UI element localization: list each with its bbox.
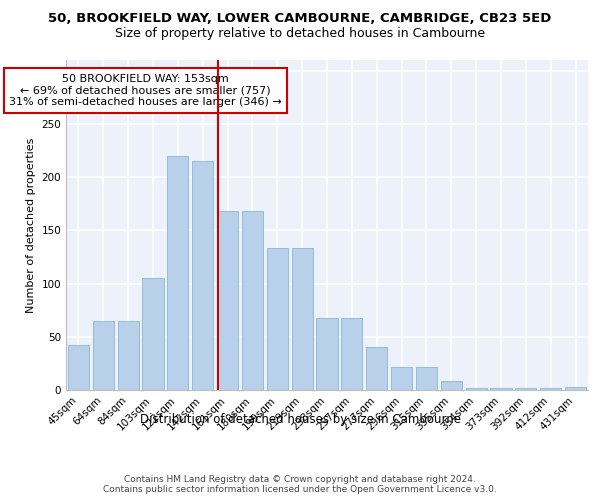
Bar <box>540 388 561 390</box>
Bar <box>142 278 164 390</box>
Bar <box>192 161 213 390</box>
Bar <box>391 366 412 390</box>
Bar <box>490 388 512 390</box>
Text: Contains HM Land Registry data © Crown copyright and database right 2024.
Contai: Contains HM Land Registry data © Crown c… <box>103 475 497 494</box>
Bar <box>267 248 288 390</box>
Bar <box>316 318 338 390</box>
Bar <box>118 321 139 390</box>
Bar <box>93 321 114 390</box>
Bar <box>416 366 437 390</box>
Bar <box>341 318 362 390</box>
Bar <box>292 248 313 390</box>
Bar <box>167 156 188 390</box>
Bar <box>68 346 89 390</box>
Bar <box>515 388 536 390</box>
Bar <box>466 388 487 390</box>
Text: 50 BROOKFIELD WAY: 153sqm
← 69% of detached houses are smaller (757)
31% of semi: 50 BROOKFIELD WAY: 153sqm ← 69% of detac… <box>9 74 282 107</box>
Y-axis label: Number of detached properties: Number of detached properties <box>26 138 36 312</box>
Bar <box>242 211 263 390</box>
Bar <box>217 211 238 390</box>
Text: Size of property relative to detached houses in Cambourne: Size of property relative to detached ho… <box>115 28 485 40</box>
Text: 50, BROOKFIELD WAY, LOWER CAMBOURNE, CAMBRIDGE, CB23 5ED: 50, BROOKFIELD WAY, LOWER CAMBOURNE, CAM… <box>49 12 551 26</box>
Bar <box>565 387 586 390</box>
Bar <box>366 348 387 390</box>
Text: Distribution of detached houses by size in Cambourne: Distribution of detached houses by size … <box>139 412 461 426</box>
Bar <box>441 382 462 390</box>
